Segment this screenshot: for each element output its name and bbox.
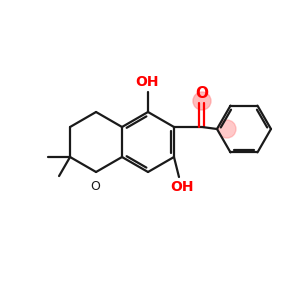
- Text: OH: OH: [170, 180, 194, 194]
- Text: OH: OH: [135, 75, 159, 89]
- Text: O: O: [196, 86, 208, 101]
- Circle shape: [193, 92, 211, 110]
- Circle shape: [218, 120, 236, 138]
- Text: O: O: [90, 180, 100, 193]
